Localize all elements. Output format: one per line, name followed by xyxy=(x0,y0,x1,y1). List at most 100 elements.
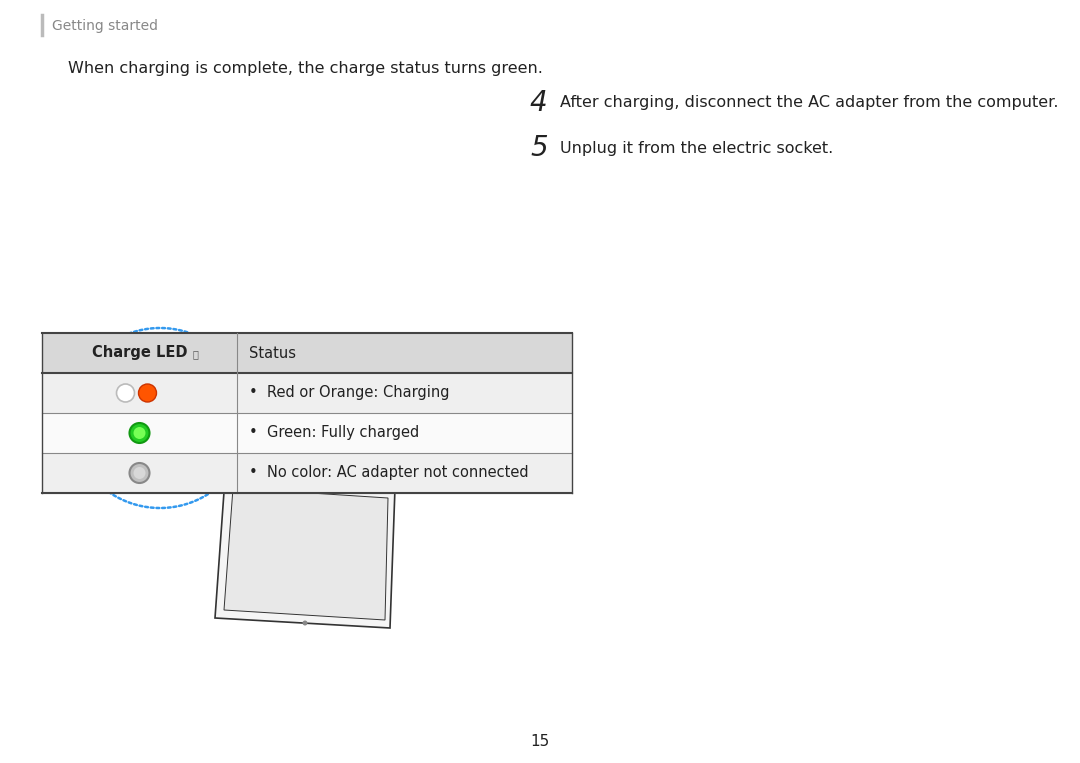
Polygon shape xyxy=(335,453,351,463)
FancyBboxPatch shape xyxy=(42,453,572,493)
Polygon shape xyxy=(260,403,468,467)
Text: ⛜: ⛜ xyxy=(135,410,140,420)
Polygon shape xyxy=(319,430,335,440)
Polygon shape xyxy=(423,414,446,424)
Polygon shape xyxy=(347,432,364,442)
Polygon shape xyxy=(224,488,388,620)
Polygon shape xyxy=(323,452,338,462)
Polygon shape xyxy=(341,443,357,452)
Polygon shape xyxy=(276,427,289,437)
Polygon shape xyxy=(359,410,378,420)
Polygon shape xyxy=(413,425,435,435)
Text: •  Red or Orange: Charging: • Red or Orange: Charging xyxy=(249,385,449,401)
Polygon shape xyxy=(333,431,349,441)
Circle shape xyxy=(134,427,146,439)
Polygon shape xyxy=(310,387,390,398)
Polygon shape xyxy=(310,387,390,410)
Polygon shape xyxy=(416,436,438,446)
Text: After charging, disconnect the AC adapter from the computer.: After charging, disconnect the AC adapte… xyxy=(561,95,1058,111)
FancyBboxPatch shape xyxy=(42,333,572,373)
Text: 5: 5 xyxy=(530,134,548,162)
Polygon shape xyxy=(379,446,399,455)
Text: Status: Status xyxy=(249,346,296,360)
Polygon shape xyxy=(278,417,291,427)
Polygon shape xyxy=(391,413,413,423)
Polygon shape xyxy=(288,450,300,460)
Text: ⛜: ⛜ xyxy=(198,429,203,437)
Polygon shape xyxy=(352,421,370,431)
Circle shape xyxy=(116,417,124,425)
Polygon shape xyxy=(261,416,274,426)
Polygon shape xyxy=(375,411,395,421)
Text: 4: 4 xyxy=(530,89,548,117)
Polygon shape xyxy=(276,439,288,449)
Polygon shape xyxy=(389,435,409,444)
Polygon shape xyxy=(292,417,307,427)
Polygon shape xyxy=(264,438,275,448)
Polygon shape xyxy=(375,434,394,443)
Polygon shape xyxy=(305,430,320,439)
Polygon shape xyxy=(361,433,379,443)
Circle shape xyxy=(130,423,149,443)
Polygon shape xyxy=(337,420,355,430)
Polygon shape xyxy=(342,410,361,420)
Polygon shape xyxy=(347,454,363,464)
Polygon shape xyxy=(260,404,274,415)
Polygon shape xyxy=(278,406,292,416)
Polygon shape xyxy=(405,447,427,456)
Polygon shape xyxy=(359,455,376,465)
Polygon shape xyxy=(403,436,423,446)
Polygon shape xyxy=(307,418,323,429)
Polygon shape xyxy=(400,373,490,473)
Text: 15: 15 xyxy=(530,733,550,749)
Circle shape xyxy=(302,620,308,626)
Polygon shape xyxy=(326,409,343,419)
Polygon shape xyxy=(367,422,387,432)
Polygon shape xyxy=(366,444,384,454)
Polygon shape xyxy=(262,427,274,436)
Circle shape xyxy=(130,463,149,483)
Polygon shape xyxy=(428,426,451,436)
Polygon shape xyxy=(200,358,490,403)
Polygon shape xyxy=(382,423,403,433)
FancyBboxPatch shape xyxy=(42,373,572,413)
Text: •  No color: AC adapter not connected: • No color: AC adapter not connected xyxy=(249,465,528,481)
Polygon shape xyxy=(440,416,463,425)
Polygon shape xyxy=(381,456,401,466)
Text: Charge LED: Charge LED xyxy=(92,346,187,360)
Polygon shape xyxy=(200,388,490,473)
Circle shape xyxy=(117,384,135,402)
Polygon shape xyxy=(302,440,316,450)
Text: When charging is complete, the charge status turns green.: When charging is complete, the charge st… xyxy=(68,60,543,76)
Polygon shape xyxy=(291,429,305,439)
Circle shape xyxy=(195,408,201,414)
Polygon shape xyxy=(312,452,325,462)
Circle shape xyxy=(144,424,152,432)
Text: •  Green: Fully charged: • Green: Fully charged xyxy=(249,426,419,440)
Polygon shape xyxy=(315,441,329,451)
Circle shape xyxy=(134,467,146,479)
Polygon shape xyxy=(407,414,429,423)
Polygon shape xyxy=(289,439,302,449)
Polygon shape xyxy=(300,451,313,461)
Polygon shape xyxy=(185,388,210,463)
Polygon shape xyxy=(328,442,343,452)
Polygon shape xyxy=(370,456,389,465)
Text: Getting started: Getting started xyxy=(52,19,158,33)
FancyBboxPatch shape xyxy=(42,413,572,453)
Polygon shape xyxy=(276,449,287,459)
Polygon shape xyxy=(322,420,339,430)
Text: Unplug it from the electric socket.: Unplug it from the electric socket. xyxy=(561,140,834,156)
Polygon shape xyxy=(294,407,309,417)
Polygon shape xyxy=(265,449,275,459)
Polygon shape xyxy=(353,443,372,453)
Polygon shape xyxy=(393,457,414,467)
Polygon shape xyxy=(397,424,419,434)
Polygon shape xyxy=(225,463,400,488)
Polygon shape xyxy=(310,407,326,417)
Circle shape xyxy=(195,420,201,426)
Polygon shape xyxy=(392,446,413,456)
Circle shape xyxy=(138,384,157,402)
Polygon shape xyxy=(215,478,395,628)
Text: Ⓛ: Ⓛ xyxy=(192,349,199,359)
